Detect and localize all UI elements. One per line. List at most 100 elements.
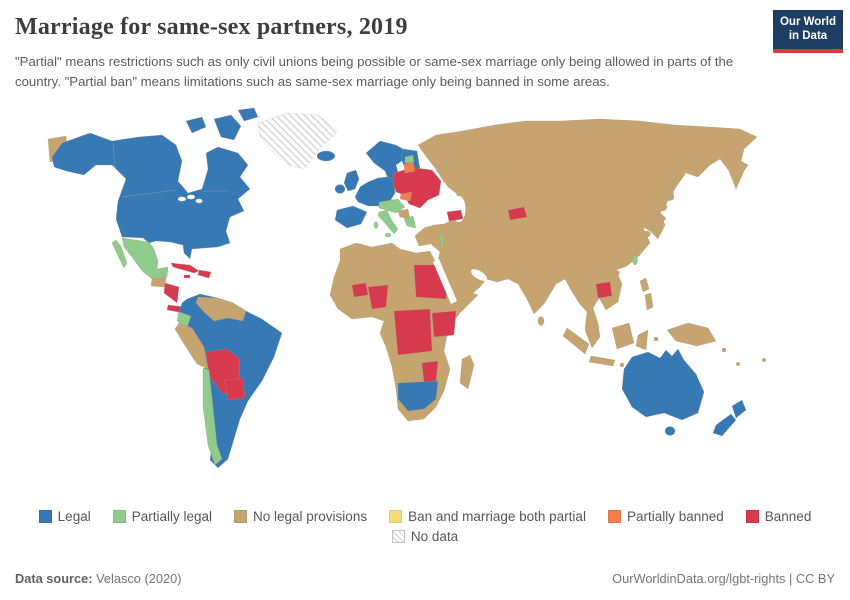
region-hungary[interactable] (399, 191, 413, 202)
region-greenland-no-data[interactable] (257, 112, 339, 170)
page-title: Marriage for same-sex partners, 2019 (15, 14, 408, 40)
region-uganda-kenya[interactable] (431, 310, 457, 338)
region-philippines-south[interactable] (644, 292, 654, 311)
legend-item-no-legal-provisions[interactable]: No legal provisions (234, 509, 367, 524)
region-mexico-baja[interactable] (111, 239, 128, 269)
region-united-kingdom[interactable] (343, 169, 360, 192)
region-jamaica[interactable] (183, 274, 191, 279)
region-israel[interactable] (439, 233, 445, 248)
region-sulawesi[interactable] (635, 329, 649, 351)
region-japan-kyushu[interactable] (643, 230, 651, 238)
chart-subtitle: "Partial" means restrictions such as onl… (15, 54, 734, 89)
region-sicily[interactable] (384, 232, 392, 238)
region-cambodia[interactable] (595, 281, 613, 299)
region-italy[interactable] (377, 209, 399, 235)
region-arctic-island-baffin[interactable] (213, 114, 242, 141)
region-peru[interactable] (174, 322, 209, 370)
region-fiji[interactable] (761, 357, 767, 363)
legend-item-banned[interactable]: Banned (745, 508, 812, 524)
region-zimbabwe[interactable] (421, 360, 439, 384)
region-madagascar[interactable] (459, 354, 475, 390)
region-north-america[interactable] (51, 132, 251, 260)
region-south-africa[interactable] (397, 380, 439, 412)
legend-item-legal[interactable]: Legal (38, 508, 91, 524)
region-taiwan[interactable] (632, 254, 638, 266)
legend-swatch-partially-banned (607, 509, 621, 523)
great-lakes (178, 196, 186, 202)
data-source: Data source: Velasco (2020) (15, 571, 181, 586)
legend-item-partially-legal[interactable]: Partially legal (112, 508, 213, 524)
legend-item-no-data[interactable]: No data (391, 529, 458, 544)
legend-label: Legal (57, 508, 91, 524)
region-ireland[interactable] (334, 184, 346, 194)
map-legend: Legal Partially legal No legal provision… (0, 506, 850, 546)
region-chile[interactable] (202, 367, 223, 466)
region-greece[interactable] (403, 215, 417, 229)
great-lakes (187, 194, 195, 200)
legend-item-ban-and-marriage-both-partial[interactable]: Ban and marriage both partial (389, 509, 586, 524)
owid-logo[interactable]: Our World in Data (773, 10, 843, 53)
region-asia[interactable] (414, 118, 758, 349)
region-armenia-georgia[interactable] (446, 209, 464, 222)
owid-logo-line2: in Data (788, 29, 828, 42)
legend-swatch-legal (38, 509, 52, 523)
region-lithuania-latvia[interactable] (403, 161, 416, 174)
region-australia[interactable] (621, 348, 705, 421)
region-philippines-north[interactable] (639, 277, 650, 293)
region-honduras-nicaragua[interactable] (163, 282, 180, 304)
region-lesser-sunda[interactable] (619, 362, 625, 368)
legend-label: Banned (764, 508, 812, 524)
region-guatemala-belize[interactable] (150, 276, 167, 288)
region-paraguay[interactable] (224, 377, 246, 401)
region-sri-lanka[interactable] (537, 316, 545, 326)
region-venezuela-guianas[interactable] (195, 296, 247, 322)
legend-item-partially-banned[interactable]: Partially banned (607, 508, 724, 524)
region-alpine-czechia-austria[interactable] (378, 198, 406, 214)
region-japan-honshu[interactable] (649, 211, 667, 234)
region-new-zealand-south[interactable] (712, 413, 737, 437)
region-moluccas[interactable] (653, 336, 659, 342)
region-new-guinea[interactable] (666, 322, 717, 347)
legend-swatch-partially-legal (112, 509, 126, 523)
legend-swatch-no-legal-provisions (234, 509, 248, 523)
data-source-value: Velasco (2020) (96, 571, 182, 586)
region-kyrgyzstan[interactable] (507, 206, 528, 221)
baltic-sea (396, 161, 406, 179)
region-vanuatu[interactable] (735, 361, 741, 367)
legend-label: No legal provisions (253, 508, 368, 524)
region-new-zealand-north[interactable] (731, 399, 747, 419)
footer-separator: | (785, 571, 796, 586)
legend-row-2: No data (0, 526, 850, 546)
region-burkina-faso[interactable] (351, 282, 369, 298)
legend-label: Partially legal (131, 508, 213, 524)
legend-label: Partially banned (626, 508, 724, 524)
region-sardinia[interactable] (373, 221, 379, 229)
border-line-us-canada (112, 142, 229, 198)
region-arctic-island-ellesmere[interactable] (237, 107, 259, 122)
region-mexico[interactable] (121, 237, 169, 280)
region-japan-hokkaido[interactable] (656, 202, 668, 212)
license-link[interactable]: CC BY (795, 571, 835, 586)
owid-url-link[interactable]: OurWorldinData.org/lgbt-rights (612, 571, 786, 586)
region-cuba[interactable] (170, 262, 200, 274)
region-borneo[interactable] (611, 322, 635, 350)
region-estonia[interactable] (404, 154, 415, 164)
region-hainan[interactable] (614, 270, 620, 276)
region-tasmania[interactable] (664, 426, 676, 436)
region-dr-congo[interactable] (393, 308, 433, 356)
region-eastern-europe-banned-block[interactable] (392, 167, 442, 209)
region-arctic-island-victoria[interactable] (185, 116, 207, 134)
region-java[interactable] (588, 355, 616, 367)
great-lakes (195, 198, 203, 204)
region-solomon-islands[interactable] (721, 347, 727, 353)
region-nigeria[interactable] (367, 284, 389, 310)
region-sakhalin[interactable] (667, 178, 675, 202)
persian-gulf (471, 269, 487, 281)
world-map (0, 106, 850, 488)
region-sumatra[interactable] (562, 327, 590, 355)
border-line-russia-south (435, 166, 521, 178)
region-iberia[interactable] (334, 205, 368, 229)
region-iceland[interactable] (316, 150, 336, 162)
region-hispaniola[interactable] (197, 269, 212, 279)
